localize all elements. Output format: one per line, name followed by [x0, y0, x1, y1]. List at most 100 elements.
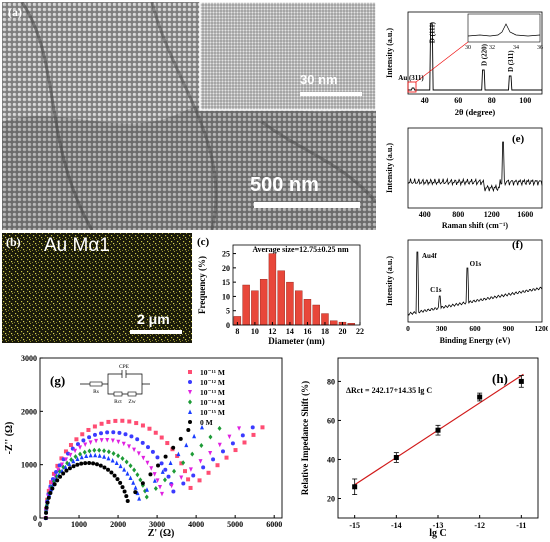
- circuit-label-rs: Rs: [93, 389, 99, 395]
- nyquist-point: [198, 459, 203, 464]
- nyquist-point: [65, 451, 70, 456]
- panel-tag-c: (c): [197, 236, 210, 248]
- x-tick-label: 40: [421, 96, 429, 105]
- raman-panel: (e) 400 800 1200 1600 Raman shift (cm⁻¹) Inten…: [380, 120, 548, 232]
- x-tick-label: -13: [433, 521, 444, 530]
- nyquist-point: [184, 442, 189, 448]
- x-axis-label: 2θ (degree): [455, 107, 496, 117]
- nyquist-point: [183, 469, 188, 474]
- nyquist-point: [140, 481, 145, 486]
- inset-tick-label: 32: [489, 45, 495, 51]
- y-tick-label: 2000: [21, 407, 37, 416]
- legend-label: 10⁻¹² M: [200, 378, 225, 387]
- nyquist-point: [71, 464, 76, 469]
- nyquist-point: [122, 489, 127, 494]
- nyquist-point: [83, 461, 88, 466]
- nyquist-point: [43, 516, 48, 520]
- x-tick-label: 300: [436, 324, 448, 333]
- calibration-chart: (h) ΔRct = 242.17+14.35 lg C -15 -14 -13 -12 -…: [300, 357, 539, 539]
- x-tick-label: 8: [235, 327, 239, 336]
- histogram-frame: [232, 244, 361, 326]
- nyquist-point: [114, 460, 119, 466]
- nyquist-point: [73, 454, 78, 460]
- nyquist-point: [140, 482, 145, 488]
- nyquist-point: [121, 441, 126, 447]
- nyquist-point: [106, 449, 111, 455]
- nyquist-point: [120, 456, 125, 462]
- nyquist-point: [250, 425, 255, 430]
- nyquist-point: [78, 451, 83, 457]
- nyquist-point: [55, 478, 60, 483]
- nyquist-point: [45, 500, 50, 505]
- nyquist-point: [99, 421, 104, 426]
- nyquist-point: [83, 442, 88, 448]
- nyquist-point: [57, 469, 62, 475]
- nyquist-point: [172, 468, 177, 474]
- nyquist-point: [49, 480, 54, 485]
- peak-label: Au4f: [422, 252, 437, 260]
- nyquist-point: [128, 463, 133, 469]
- nyquist-point: [92, 432, 97, 437]
- nyquist-point: [120, 485, 125, 490]
- nyquist-point: [81, 438, 86, 443]
- nyquist-point: [211, 457, 216, 462]
- raman-chart: (e) 400 800 1200 1600 Raman shift (cm⁻¹) Inten…: [385, 127, 543, 230]
- nyquist-point: [44, 510, 49, 515]
- nyquist-point: [122, 467, 127, 472]
- nyquist-point: [63, 449, 68, 454]
- nyquist-point: [84, 453, 89, 459]
- x-axis-label: lg C: [429, 528, 447, 539]
- xrd-trace: [408, 23, 542, 91]
- nyquist-point: [64, 457, 69, 462]
- nyquist-point: [188, 485, 193, 490]
- x-tick-label: 0: [38, 520, 42, 529]
- histogram-panel: (c) Average size=12.75±0.25 nm 8 10 12 14 16 18…: [195, 233, 367, 348]
- x-tick-label: 4000: [188, 520, 204, 529]
- nyquist-point: [110, 457, 115, 463]
- nyquist-point: [46, 495, 51, 500]
- nyquist-frame: [39, 357, 283, 519]
- nyquist-point: [124, 494, 129, 499]
- nyquist-point: [75, 456, 80, 461]
- circuit-label-rct: Rct: [114, 399, 122, 405]
- nyquist-point: [91, 461, 96, 466]
- nyquist-point: [145, 460, 150, 466]
- nyquist-point: [115, 477, 120, 482]
- nyquist-point: [208, 450, 213, 456]
- nyquist-point: [97, 453, 102, 458]
- nyquist-point: [61, 471, 66, 476]
- warburg-element: [127, 391, 137, 397]
- x-axis-label: Diameter (nm): [268, 336, 325, 346]
- legend-marker: [188, 380, 192, 384]
- nyquist-point: [128, 475, 133, 481]
- legend-label: 10⁻¹¹ M: [200, 368, 225, 377]
- nyquist-point: [68, 452, 73, 458]
- data-point: [352, 484, 358, 490]
- nyquist-point: [153, 485, 158, 491]
- nyquist-point: [86, 427, 91, 432]
- nyquist-point: [102, 448, 107, 454]
- panel-tag-b: (b): [6, 235, 21, 249]
- nyquist-point: [55, 463, 60, 468]
- data-point: [477, 394, 483, 400]
- circuit-label-zw: Zw: [128, 399, 135, 405]
- legend-marker: [188, 399, 192, 405]
- histogram-bar: [242, 284, 250, 326]
- nyquist-point: [125, 498, 130, 503]
- nyquist-point: [127, 419, 132, 424]
- raman-trace: [407, 141, 543, 193]
- y-tick-label: 40: [327, 455, 335, 464]
- nyquist-point: [201, 465, 206, 470]
- x-tick-label: 16: [303, 327, 311, 336]
- histogram-bar: [330, 320, 338, 326]
- nyquist-point: [181, 481, 186, 486]
- nyquist-point: [136, 451, 141, 456]
- nyquist-point: [140, 440, 145, 445]
- nyquist-point: [112, 473, 117, 478]
- histogram-bar: [303, 299, 312, 326]
- x-tick-label: 5000: [227, 520, 243, 529]
- nyquist-point: [54, 470, 59, 475]
- histogram-title: Average size=12.75±0.25 nm: [252, 245, 349, 254]
